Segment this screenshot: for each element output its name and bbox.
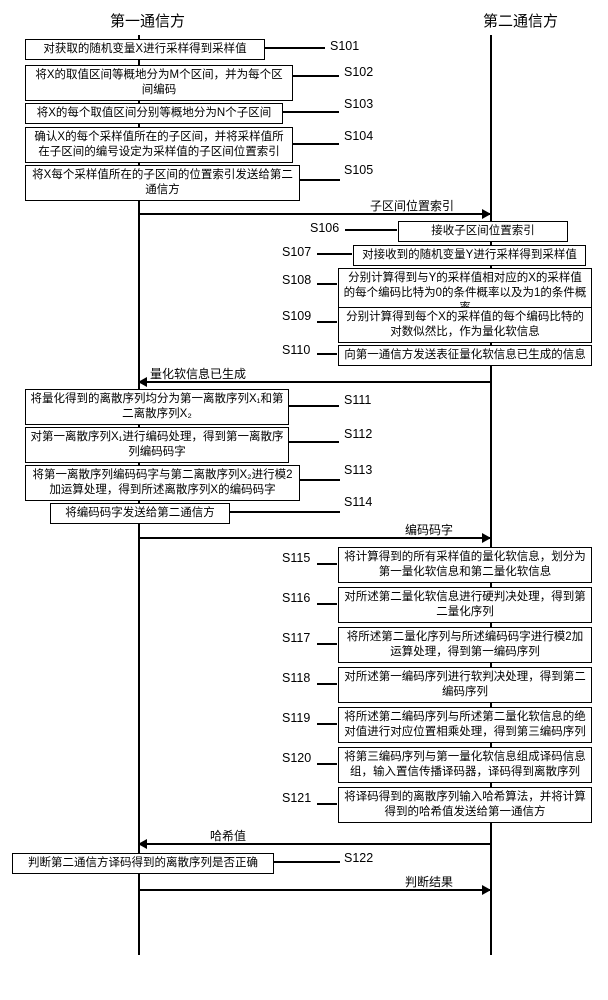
conn-s106: [345, 229, 397, 231]
step-s114: 将编码码字发送给第二通信方: [50, 503, 230, 524]
conn-s103: [283, 111, 339, 113]
step-s109: 分别计算得到每个X的采样值的每个编码比特的对数似然比，作为量化软信息: [338, 307, 592, 343]
step-s106: 接收子区间位置索引: [398, 221, 568, 242]
step-s107: 对接收到的随机变量Y进行采样得到采样值: [353, 245, 586, 266]
header-left: 第一通信方: [110, 10, 185, 31]
msg-subinterval-index-text: 子区间位置索引: [370, 197, 454, 214]
msg-result-text: 判断结果: [405, 873, 453, 890]
step-s105: 将X每个采样值所在的子区间的位置索引发送给第二通信方: [25, 165, 300, 201]
conn-s117: [317, 643, 337, 645]
msg-hash-text: 哈希值: [210, 827, 246, 844]
conn-s114: [230, 511, 340, 513]
conn-s120: [317, 763, 337, 765]
conn-s118: [317, 683, 337, 685]
label-s105: S105: [344, 163, 373, 177]
label-s118: S118: [282, 671, 310, 685]
step-s104: 确认X的每个采样值所在的子区间，并将采样值所在子区间的编号设定为采样值的子区间位…: [25, 127, 293, 163]
label-s115: S115: [282, 551, 310, 565]
label-s109: S109: [282, 309, 311, 323]
step-s120: 将第三编码序列与第一量化软信息组成译码信息组，输入置信传播译码器，译码得到离散序…: [338, 747, 592, 783]
sequence-diagram: 对获取的随机变量X进行采样得到采样值 S101 将X的取值区间等概地分为M个区间…: [10, 35, 598, 955]
step-s113: 将第一离散序列编码码字与第二离散序列X₂进行模2加运算处理，得到所述离散序列X的…: [25, 465, 300, 501]
conn-s110: [317, 353, 337, 355]
step-s118: 对所述第一编码序列进行软判决处理，得到第二编码序列: [338, 667, 592, 703]
label-s114: S114: [344, 495, 372, 509]
label-s112: S112: [344, 427, 372, 441]
conn-s111: [289, 405, 339, 407]
step-s102: 将X的取值区间等概地分为M个区间，并为每个区间编码: [25, 65, 293, 101]
conn-s108: [317, 283, 337, 285]
label-s111: S111: [344, 393, 371, 407]
label-s113: S113: [344, 463, 372, 477]
label-s110: S110: [282, 343, 310, 357]
conn-s107: [317, 253, 352, 255]
step-s121: 将译码得到的离散序列输入哈希算法，并将计算得到的哈希值发送给第一通信方: [338, 787, 592, 823]
conn-s115: [317, 563, 337, 565]
step-s119: 将所述第二编码序列与所述第二量化软信息的绝对值进行对应位置相乘处理，得到第三编码…: [338, 707, 592, 743]
conn-s116: [317, 603, 337, 605]
label-s121: S121: [282, 791, 311, 805]
label-s101: S101: [330, 39, 359, 53]
step-s103: 将X的每个取值区间分别等概地分为N个子区间: [25, 103, 283, 124]
label-s119: S119: [282, 711, 310, 725]
step-s116: 对所述第二量化软信息进行硬判决处理，得到第二量化序列: [338, 587, 592, 623]
label-s122: S122: [344, 851, 373, 865]
label-s107: S107: [282, 245, 311, 259]
msg-codeword-text: 编码码字: [405, 521, 453, 538]
label-s120: S120: [282, 751, 311, 765]
step-s112: 对第一离散序列X₁进行编码处理，得到第一离散序列编码码字: [25, 427, 289, 463]
step-s101: 对获取的随机变量X进行采样得到采样值: [25, 39, 265, 60]
step-s122: 判断第二通信方译码得到的离散序列是否正确: [12, 853, 274, 874]
conn-s112: [289, 441, 339, 443]
conn-s122: [274, 861, 340, 863]
step-s117: 将所述第二量化序列与所述编码码字进行模2加运算处理，得到第一编码序列: [338, 627, 592, 663]
conn-s113: [300, 479, 340, 481]
label-s106: S106: [310, 221, 339, 235]
label-s103: S103: [344, 97, 373, 111]
msg-hash: [139, 843, 490, 845]
label-s117: S117: [282, 631, 310, 645]
conn-s119: [317, 723, 337, 725]
label-s104: S104: [344, 129, 373, 143]
conn-s105: [300, 179, 340, 181]
msg-softinfo-text: 量化软信息已生成: [150, 365, 246, 382]
label-s108: S108: [282, 273, 311, 287]
step-s110: 向第一通信方发送表征量化软信息已生成的信息: [338, 345, 592, 366]
label-s116: S116: [282, 591, 310, 605]
step-s115: 将计算得到的所有采样值的量化软信息，划分为第一量化软信息和第二量化软信息: [338, 547, 592, 583]
label-s102: S102: [344, 65, 373, 79]
conn-s121: [317, 803, 337, 805]
conn-s109: [317, 321, 337, 323]
step-s111: 将量化得到的离散序列均分为第一离散序列X₁和第二离散序列X₂: [25, 389, 289, 425]
conn-s102: [293, 75, 339, 77]
conn-s104: [293, 143, 339, 145]
header-right: 第二通信方: [483, 10, 558, 31]
conn-s101: [265, 47, 325, 49]
